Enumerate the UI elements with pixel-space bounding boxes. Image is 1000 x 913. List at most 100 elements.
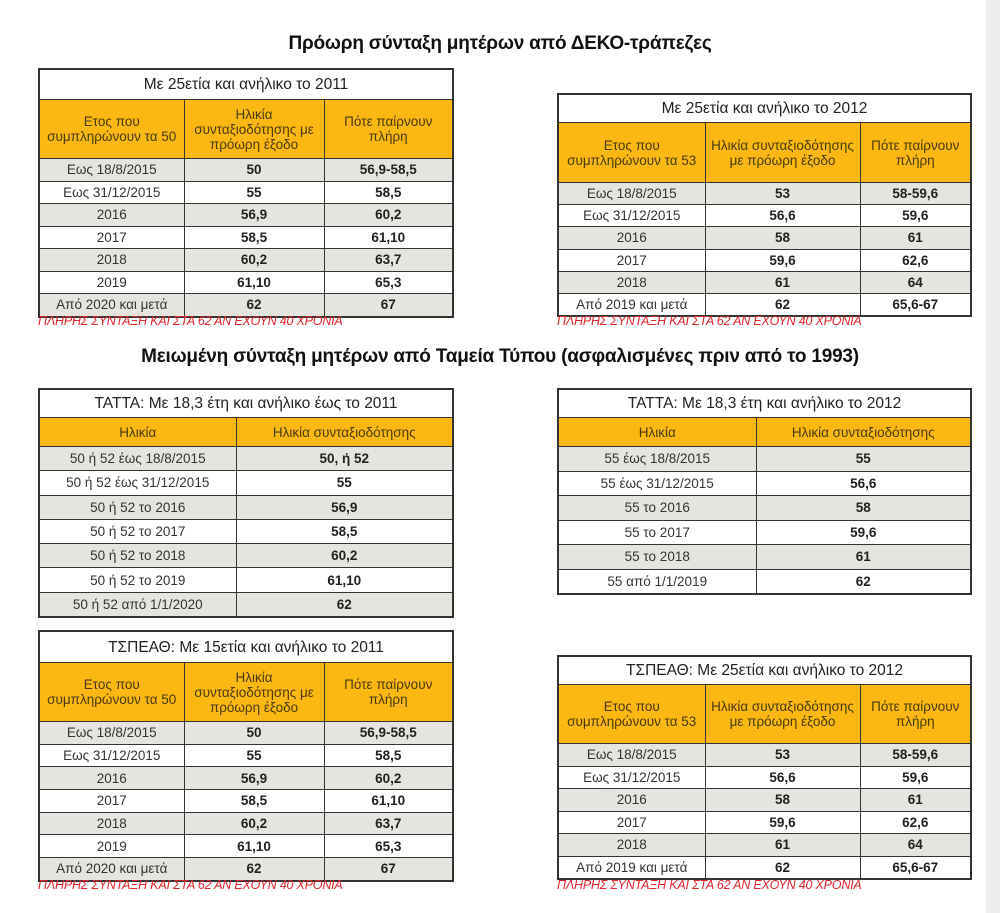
table-cell: 2018 <box>38 248 185 272</box>
page-edge <box>986 0 1000 913</box>
column-header: Πότε παίρνουν πλήρη <box>323 99 454 159</box>
table-row: 2017 58,5 61,10 <box>38 789 454 813</box>
table-cell: 50, ή 52 <box>235 445 454 472</box>
table-cell: 56,9 <box>183 203 325 227</box>
table-cell: 61,10 <box>323 225 454 249</box>
table-cell: 62,6 <box>859 810 972 834</box>
column-header: Ετος που συμπληρώνουν τα 50 <box>38 662 185 722</box>
table-tatta-2012: ΤΑΤΤΑ: Με 18,3 έτη και ανήλικο το 2012 Ηλ… <box>557 388 972 595</box>
table-cell: 58,5 <box>323 180 454 204</box>
table-cell: 61,10 <box>235 567 454 593</box>
table-cell: 59,6 <box>859 204 972 228</box>
table-row: Εως 31/12/2015 56,6 59,6 <box>557 204 972 228</box>
table-cell: 61,10 <box>183 270 325 294</box>
table-cell: 58 <box>704 226 861 250</box>
header-row: Ετος που συμπληρώνουν τα 53 Ηλικία συνταξ… <box>557 122 972 183</box>
table-cell: Εως 31/12/2015 <box>557 204 706 228</box>
table-cell: Από 2020 και μετά <box>38 293 185 317</box>
table-row: 2018 61 64 <box>557 270 972 294</box>
table-row: 50 ή 52 το 2019 61,10 <box>38 567 454 593</box>
table-cell: 62 <box>235 591 454 618</box>
table-row: Από 2020 και μετά 62 67 <box>38 293 454 317</box>
table-cell: 55 έως 18/8/2015 <box>557 446 757 472</box>
table-row: 50 ή 52 έως 31/12/2015 55 <box>38 470 454 496</box>
table-row: 2017 59,6 62,6 <box>557 248 972 272</box>
column-header: Πότε παίρνουν πλήρη <box>323 662 454 722</box>
table-cell: 2019 <box>38 834 185 859</box>
table-cell: Εως 31/12/2015 <box>38 743 185 768</box>
table-cell: 62 <box>183 293 325 317</box>
column-header: Ηλικία συνταξιοδότησης με πρόωρη έξοδο <box>704 684 861 744</box>
table-cell: 55 το 2016 <box>557 495 757 521</box>
table-cell: 58 <box>704 788 861 812</box>
table-cell: 58-59,6 <box>859 743 972 767</box>
table-row: 50 ή 52 το 2018 60,2 <box>38 543 454 569</box>
table-cell: 61 <box>755 544 972 570</box>
column-header: Ετος που συμπληρώνουν τα 53 <box>557 684 706 744</box>
table-cell: 2016 <box>38 766 185 791</box>
table-cell: 2018 <box>557 833 706 857</box>
table-cell: 61,10 <box>323 789 454 813</box>
table-cell: 2018 <box>38 811 185 836</box>
table-row: Εως 31/12/2015 56,6 59,6 <box>557 765 972 789</box>
column-header: Ηλικία συνταξιοδότησης <box>235 417 454 447</box>
caption-row: Με 25ετία και ανήλικο το 2012 <box>557 93 972 123</box>
table-cell: 50 ή 52 έως 18/8/2015 <box>38 445 237 472</box>
column-header: Πότε παίρνουν πλήρη <box>859 684 972 744</box>
table-cell: 61 <box>859 788 972 812</box>
table-caption: Με 25ετία και ανήλικο το 2011 <box>38 68 454 100</box>
table-cell: 55 <box>755 446 972 472</box>
table-cell: Εως 31/12/2015 <box>38 180 185 204</box>
table-cell: 50 ή 52 από 1/1/2020 <box>38 591 237 618</box>
column-header: Ετος που συμπληρώνουν τα 53 <box>557 122 706 183</box>
table-cell: 62 <box>183 857 325 882</box>
table-cell: 63,7 <box>323 811 454 836</box>
table-cell: 56,6 <box>755 470 972 496</box>
table-cell: 64 <box>859 270 972 294</box>
table-cell: 50 ή 52 το 2018 <box>38 543 237 569</box>
header-row: Ετος που συμπληρώνουν τα 50 Ηλικία συνταξ… <box>38 99 454 159</box>
column-header: Ετος που συμπληρώνουν τα 50 <box>38 99 185 159</box>
table-row: Εως 18/8/2015 50 56,9-58,5 <box>38 721 454 745</box>
table-row: 50 ή 52 το 2017 58,5 <box>38 518 454 545</box>
header-row: Ετος που συμπληρώνουν τα 53 Ηλικία συνταξ… <box>557 684 972 744</box>
footnote: ΠΛΗΡΗΣ ΣΥΝΤΑΞΗ ΚΑΙ ΣΤΑ 62 ΑΝ ΕΧΟΥΝ 40 ΧΡ… <box>38 314 343 328</box>
table-cell: 2016 <box>557 226 706 250</box>
table-row: 2018 60,2 63,7 <box>38 248 454 272</box>
table-cell: 62 <box>704 855 861 880</box>
section-title-deko: Πρόωρη σύνταξη μητέρων από ΔΕΚΟ-τράπεζες <box>288 33 712 54</box>
table-cell: 60,2 <box>323 203 454 227</box>
caption-row: ΤΑΤΤΑ: Με 18,3 έτη και ανήλικο έως το 20… <box>38 388 454 418</box>
footnote: ΠΛΗΡΗΣ ΣΥΝΤΑΞΗ ΚΑΙ ΣΤΑ 62 ΑΝ ΕΧΟΥΝ 40 ΧΡ… <box>557 314 862 328</box>
table-cell: 50 ή 52 έως 31/12/2015 <box>38 470 237 496</box>
table-row: 55 το 2017 59,6 <box>557 519 972 545</box>
table-row: 2018 61 64 <box>557 833 972 857</box>
table-cell: 58,5 <box>183 225 325 249</box>
table-cell: 60,2 <box>183 248 325 272</box>
table-cell: 2017 <box>38 789 185 813</box>
table-row: 2017 59,6 62,6 <box>557 810 972 834</box>
table-cell: 64 <box>859 833 972 857</box>
table-cell: 56,6 <box>704 765 861 789</box>
table-cell: 2019 <box>38 270 185 294</box>
table-row: 55 από 1/1/2019 62 <box>557 568 972 595</box>
table-cell: 65,6-67 <box>859 292 972 317</box>
table-cell: 63,7 <box>323 248 454 272</box>
table-deko-2011: Με 25ετία και ανήλικο το 2011 Ετος που συ… <box>38 68 455 318</box>
table-row: 2016 56,9 60,2 <box>38 203 454 227</box>
table-cell: 50 ή 52 το 2016 <box>38 494 237 520</box>
table-cell: 62 <box>755 568 972 595</box>
table-cell: 50 ή 52 το 2017 <box>38 518 237 545</box>
table-cell: 50 <box>183 158 325 182</box>
table-row: 2016 58 61 <box>557 226 972 250</box>
table-row: Εως 31/12/2015 55 58,5 <box>38 743 454 768</box>
table-caption: ΤΑΤΤΑ: Με 18,3 έτη και ανήλικο έως το 20… <box>38 388 454 418</box>
table-cell: 55 από 1/1/2019 <box>557 568 757 595</box>
table-cell: 56,9 <box>183 766 325 791</box>
table-cell: 58-59,6 <box>859 181 972 206</box>
column-header: Ηλικία συνταξιοδότησης <box>755 417 972 447</box>
table-row: 2019 61,10 65,3 <box>38 270 454 294</box>
table-cell: 67 <box>323 293 454 317</box>
table-cell: 62,6 <box>859 248 972 272</box>
table-cell: 56,9-58,5 <box>323 158 454 182</box>
